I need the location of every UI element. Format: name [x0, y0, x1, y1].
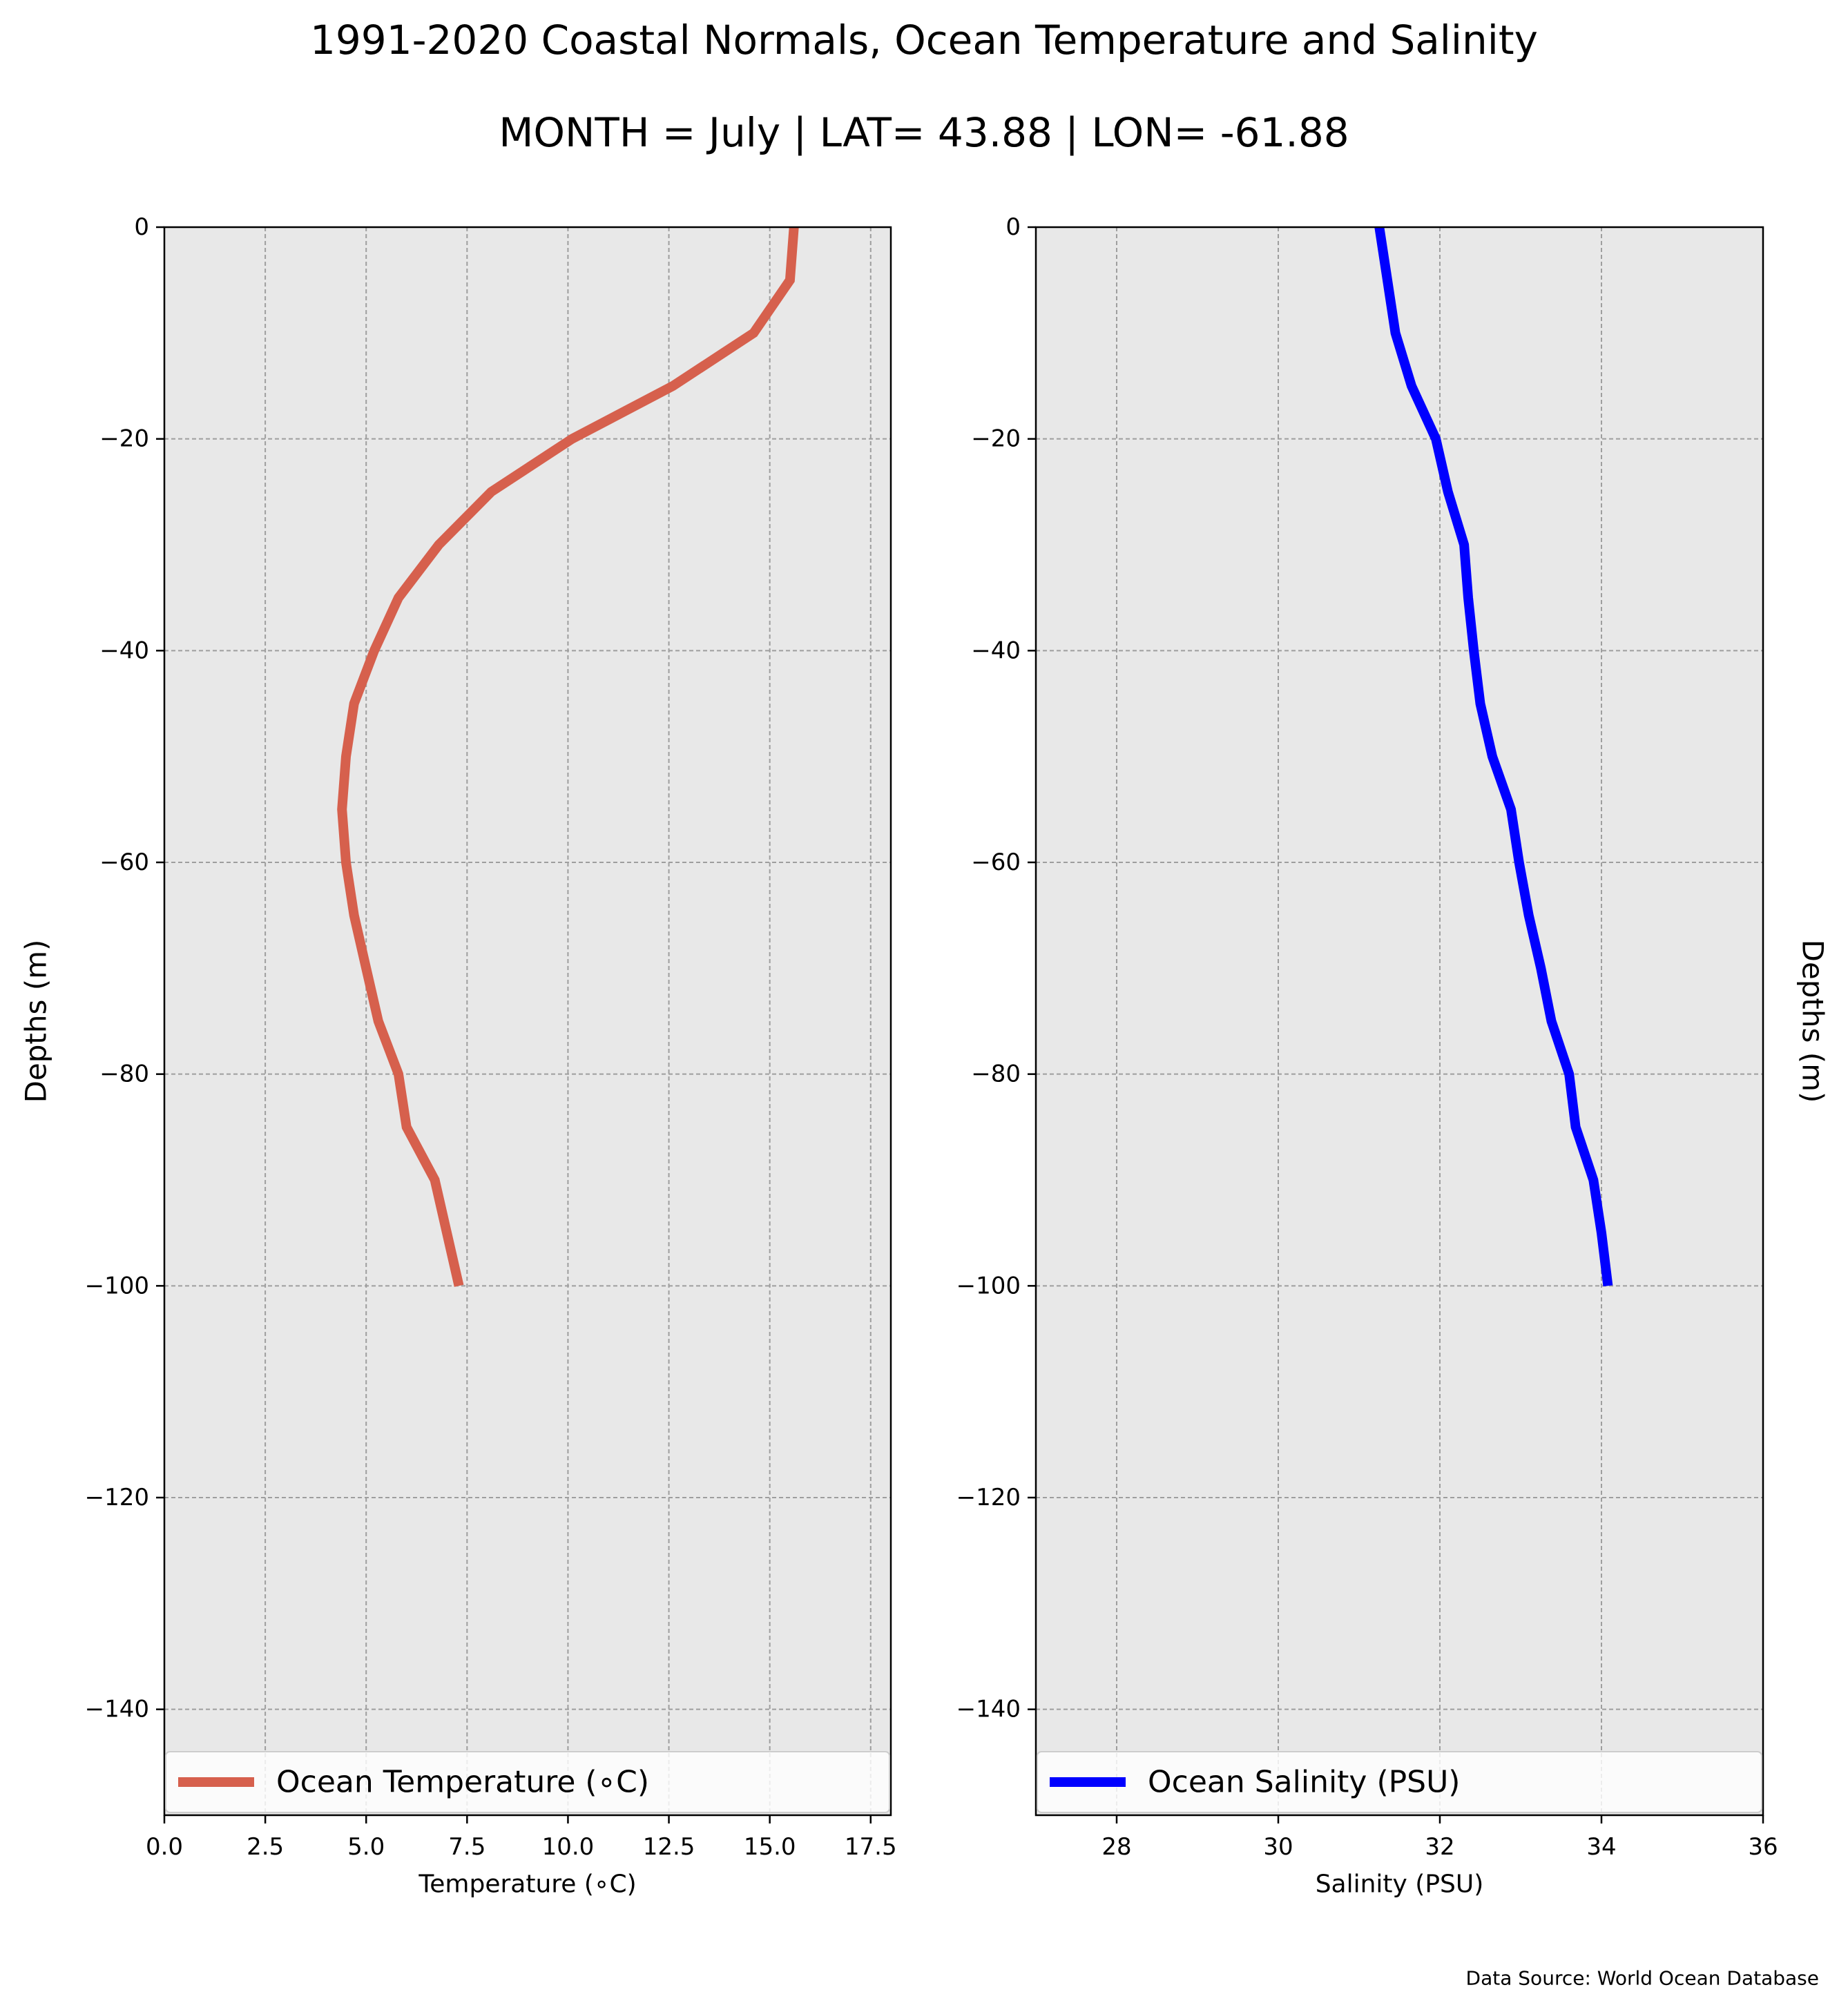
figure-subtitle: MONTH = July | LAT= 43.88 | LON= -61.88: [499, 109, 1349, 156]
temperature-xtick-label: 2.5: [247, 1833, 284, 1861]
figure-title: 1991-2020 Coastal Normals, Ocean Tempera…: [310, 17, 1538, 64]
salinity-y-axis-label: Depths (m): [1796, 940, 1830, 1103]
temperature-x-axis-label: Temperature (∘C): [418, 1870, 636, 1899]
temperature-ytick-label: −140: [85, 1696, 149, 1723]
temperature-xtick-label: 10.0: [542, 1833, 595, 1861]
temperature-xtick-label: 17.5: [845, 1833, 897, 1861]
temperature-panel: 0 −20 −40 −60 −80 −100 −120 −140 0.0 2.5 5.0 7.5 10.…: [19, 213, 897, 1899]
temperature-ytick-label: −60: [99, 849, 149, 876]
salinity-xtick-label: 34: [1586, 1833, 1616, 1861]
temperature-ytick-label: −120: [85, 1484, 149, 1511]
temperature-ytick-label: −40: [99, 637, 149, 664]
temperature-axes-frame: [163, 226, 892, 1817]
temperature-y-axis-label: Depths (m): [19, 940, 53, 1103]
salinity-ytick-label: −100: [956, 1272, 1021, 1299]
salinity-xtick-label: 32: [1425, 1833, 1454, 1861]
salinity-ytick-label: −40: [971, 637, 1021, 664]
temperature-legend-label: Ocean Temperature (∘C): [276, 1765, 649, 1800]
salinity-ytick-label: 0: [1005, 213, 1021, 241]
salinity-plot-area: [1036, 227, 1763, 1815]
salinity-xtick-label: 36: [1748, 1833, 1778, 1861]
salinity-ytick-label: −120: [956, 1484, 1021, 1511]
salinity-ytick-label: −60: [971, 849, 1021, 876]
salinity-xtick-label: 28: [1101, 1833, 1131, 1861]
temperature-xtick-label: 7.5: [448, 1833, 485, 1861]
temperature-xtick-label: 15.0: [744, 1833, 796, 1861]
temperature-xtick-label: 5.0: [347, 1833, 385, 1861]
temperature-legend-box: [165, 1751, 890, 1813]
salinity-ytick-label: −140: [956, 1696, 1021, 1723]
temperature-xtick-label: 0.0: [146, 1833, 183, 1861]
salinity-ytick-label: −80: [971, 1061, 1021, 1088]
data-source-note: Data Source: World Ocean Database: [1466, 1967, 1819, 1990]
temperature-ytick-label: −20: [99, 425, 149, 453]
salinity-ytick-label: −20: [971, 425, 1021, 453]
temperature-series-line: [337, 226, 799, 1287]
salinity-x-axis-label: Salinity (PSU): [1316, 1870, 1484, 1899]
temperature-ytick-label: −80: [99, 1061, 149, 1088]
salinity-legend-label: Ocean Salinity (PSU): [1148, 1765, 1460, 1800]
salinity-series-line: [1374, 226, 1613, 1287]
salinity-legend-box: [1037, 1751, 1762, 1813]
temperature-ytick-label: −100: [85, 1272, 149, 1299]
salinity-axes-frame: [1034, 226, 1764, 1817]
salinity-panel: 0 −20 −40 −60 −80 −100 −120 −140 28 30 32 34 36 Salin…: [956, 213, 1830, 1899]
temperature-xtick-label: 12.5: [643, 1833, 695, 1861]
salinity-xtick-label: 30: [1263, 1833, 1293, 1861]
temperature-ytick-label: 0: [134, 213, 149, 241]
